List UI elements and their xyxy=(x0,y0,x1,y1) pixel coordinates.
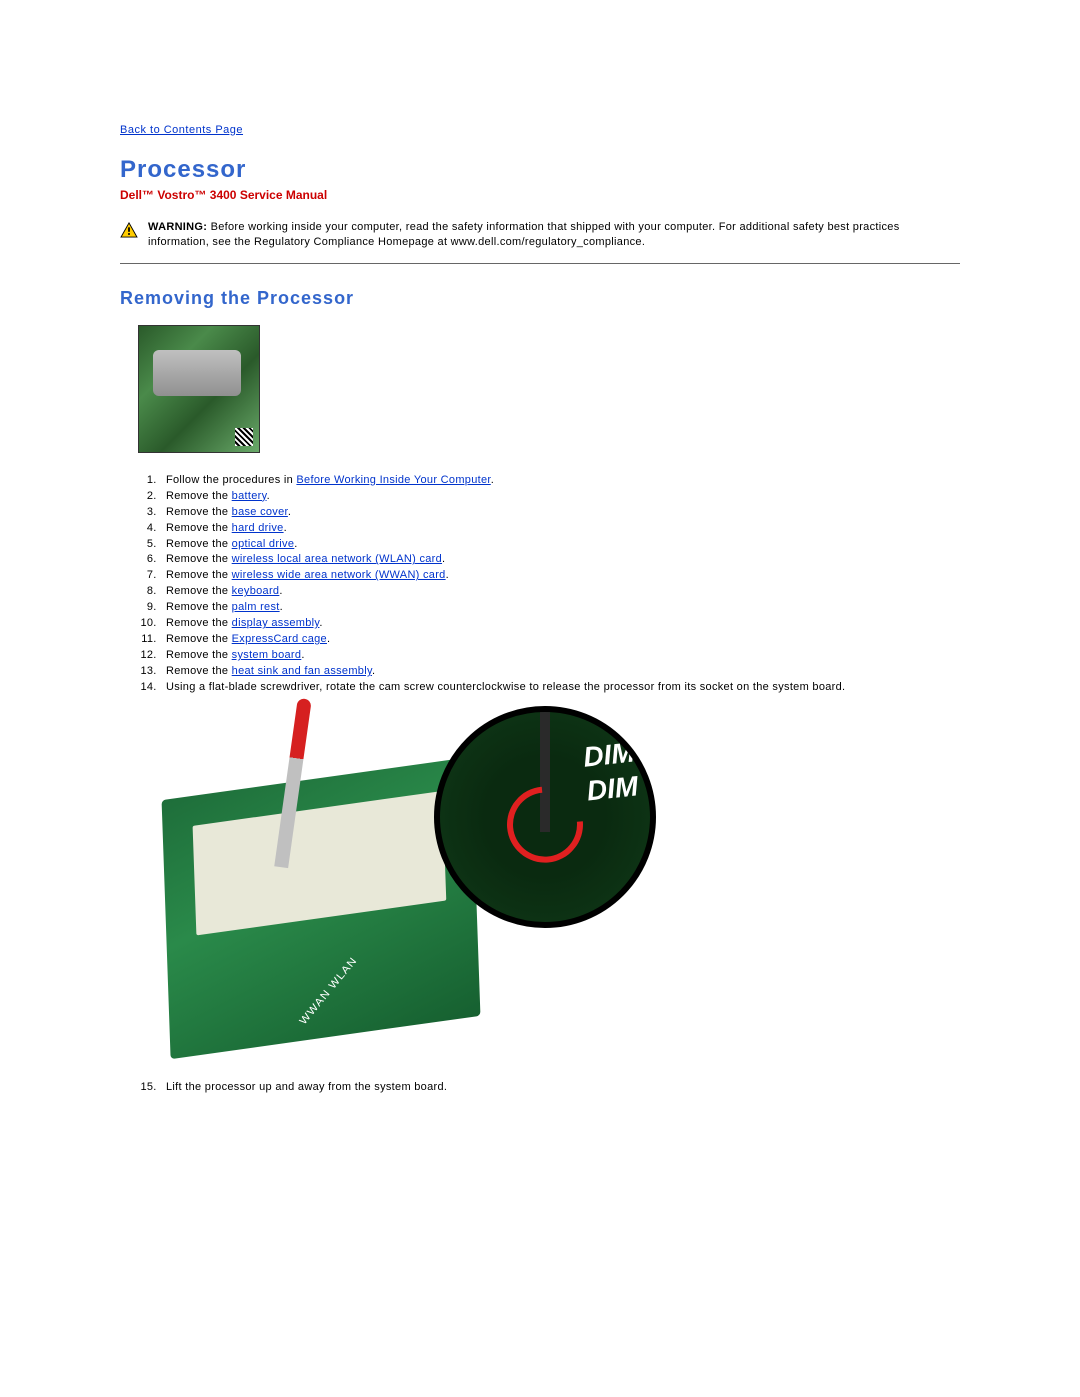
warning-text: WARNING: Before working inside your comp… xyxy=(148,220,960,251)
link-base-cover[interactable]: base cover xyxy=(232,506,288,518)
step-9: Remove the palm rest. xyxy=(160,600,960,616)
link-optical-drive[interactable]: optical drive xyxy=(232,538,295,550)
link-hard-drive[interactable]: hard drive xyxy=(232,522,284,534)
step-7: Remove the wireless wide area network (W… xyxy=(160,568,960,584)
step-6: Remove the wireless local area network (… xyxy=(160,552,960,568)
link-system-board[interactable]: system board xyxy=(232,649,302,661)
step-1: Follow the procedures in Before Working … xyxy=(160,473,960,489)
link-before-working[interactable]: Before Working Inside Your Computer xyxy=(296,474,490,486)
back-to-contents-link[interactable]: Back to Contents Page xyxy=(120,124,243,136)
link-display-assembly[interactable]: display assembly xyxy=(232,617,320,629)
link-wlan-card[interactable]: wireless local area network (WLAN) card xyxy=(232,553,442,565)
warning-body: Before working inside your computer, rea… xyxy=(148,221,900,248)
link-expresscard-cage[interactable]: ExpressCard cage xyxy=(232,633,327,645)
step-4: Remove the hard drive. xyxy=(160,521,960,537)
step-2: Remove the battery. xyxy=(160,489,960,505)
warning-label: WARNING: xyxy=(148,221,207,233)
procedure-list-cont: Lift the processor up and away from the … xyxy=(120,1080,960,1096)
step-5: Remove the optical drive. xyxy=(160,537,960,553)
system-board-image xyxy=(146,706,656,1066)
procedure-list: Follow the procedures in Before Working … xyxy=(120,473,960,696)
link-keyboard[interactable]: keyboard xyxy=(232,585,280,597)
link-battery[interactable]: battery xyxy=(232,490,267,502)
link-wwan-card[interactable]: wireless wide area network (WWAN) card xyxy=(232,569,446,581)
step-13: Remove the heat sink and fan assembly. xyxy=(160,664,960,680)
processor-image xyxy=(138,325,260,453)
manual-subtitle: Dell™ Vostro™ 3400 Service Manual xyxy=(120,188,960,202)
step-10: Remove the display assembly. xyxy=(160,616,960,632)
section-heading: Removing the Processor xyxy=(120,288,960,309)
step-14: Using a flat-blade screwdriver, rotate t… xyxy=(160,680,960,696)
step-12: Remove the system board. xyxy=(160,648,960,664)
step-15: Lift the processor up and away from the … xyxy=(160,1080,960,1096)
link-heat-sink[interactable]: heat sink and fan assembly xyxy=(232,665,372,677)
link-palm-rest[interactable]: palm rest xyxy=(232,601,280,613)
warning-icon xyxy=(120,222,138,238)
step-11: Remove the ExpressCard cage. xyxy=(160,632,960,648)
step-3: Remove the base cover. xyxy=(160,505,960,521)
step-8: Remove the keyboard. xyxy=(160,584,960,600)
page-title: Processor xyxy=(120,156,960,184)
warning-block: WARNING: Before working inside your comp… xyxy=(120,220,960,264)
